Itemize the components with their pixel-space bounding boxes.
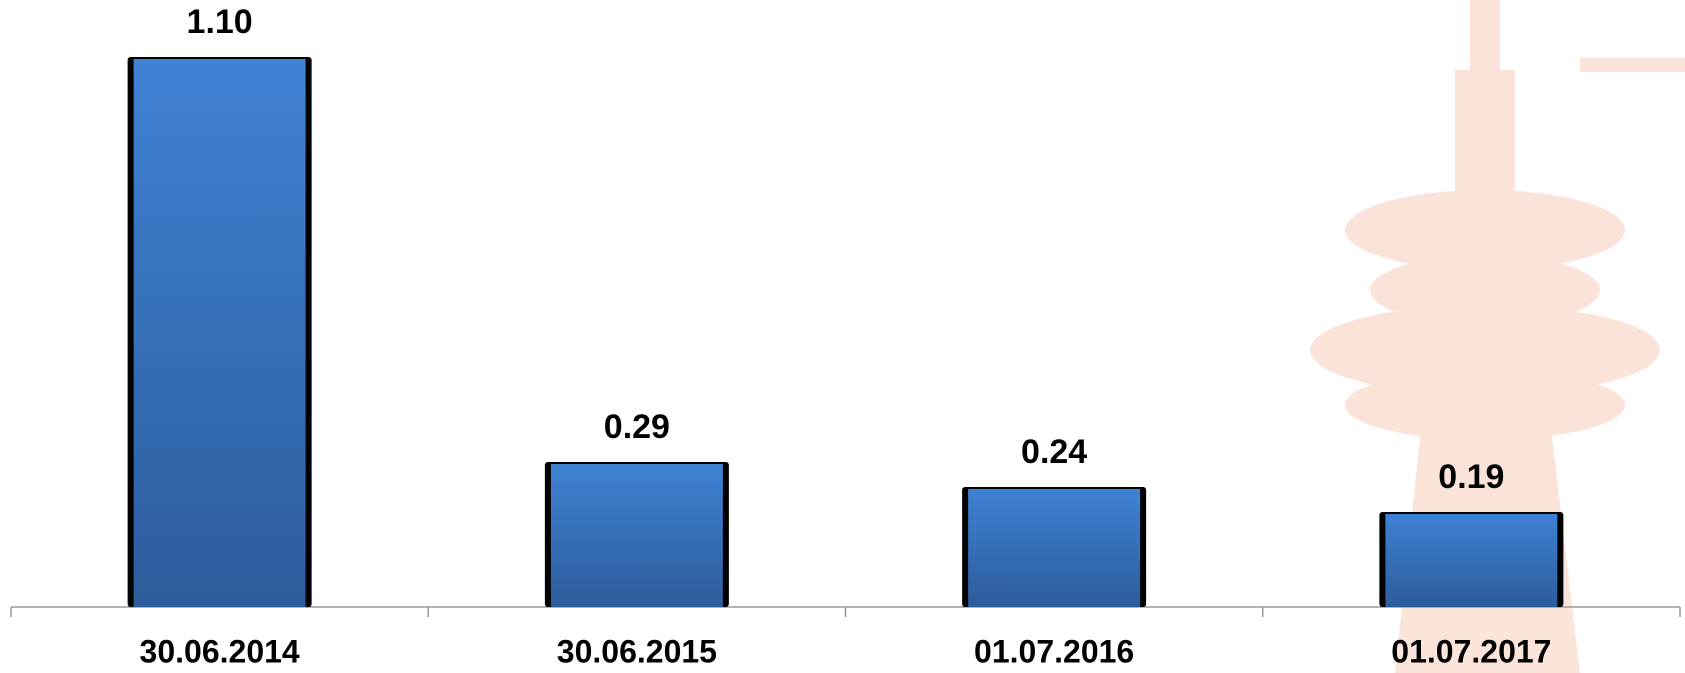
data-label: 0.19 (1438, 458, 1504, 496)
x-tick-label: 01.07.2016 (974, 633, 1134, 669)
bar (1385, 514, 1558, 607)
bar (133, 59, 306, 607)
x-tick-label: 01.07.2017 (1391, 633, 1551, 669)
x-tick-label: 30.06.2015 (557, 633, 717, 669)
data-label: 1.10 (187, 3, 253, 41)
data-label: 0.24 (1021, 433, 1087, 471)
data-label: 0.29 (604, 408, 670, 446)
bar (550, 464, 723, 607)
bar (968, 489, 1141, 607)
x-tick-label: 30.06.2014 (140, 633, 300, 669)
